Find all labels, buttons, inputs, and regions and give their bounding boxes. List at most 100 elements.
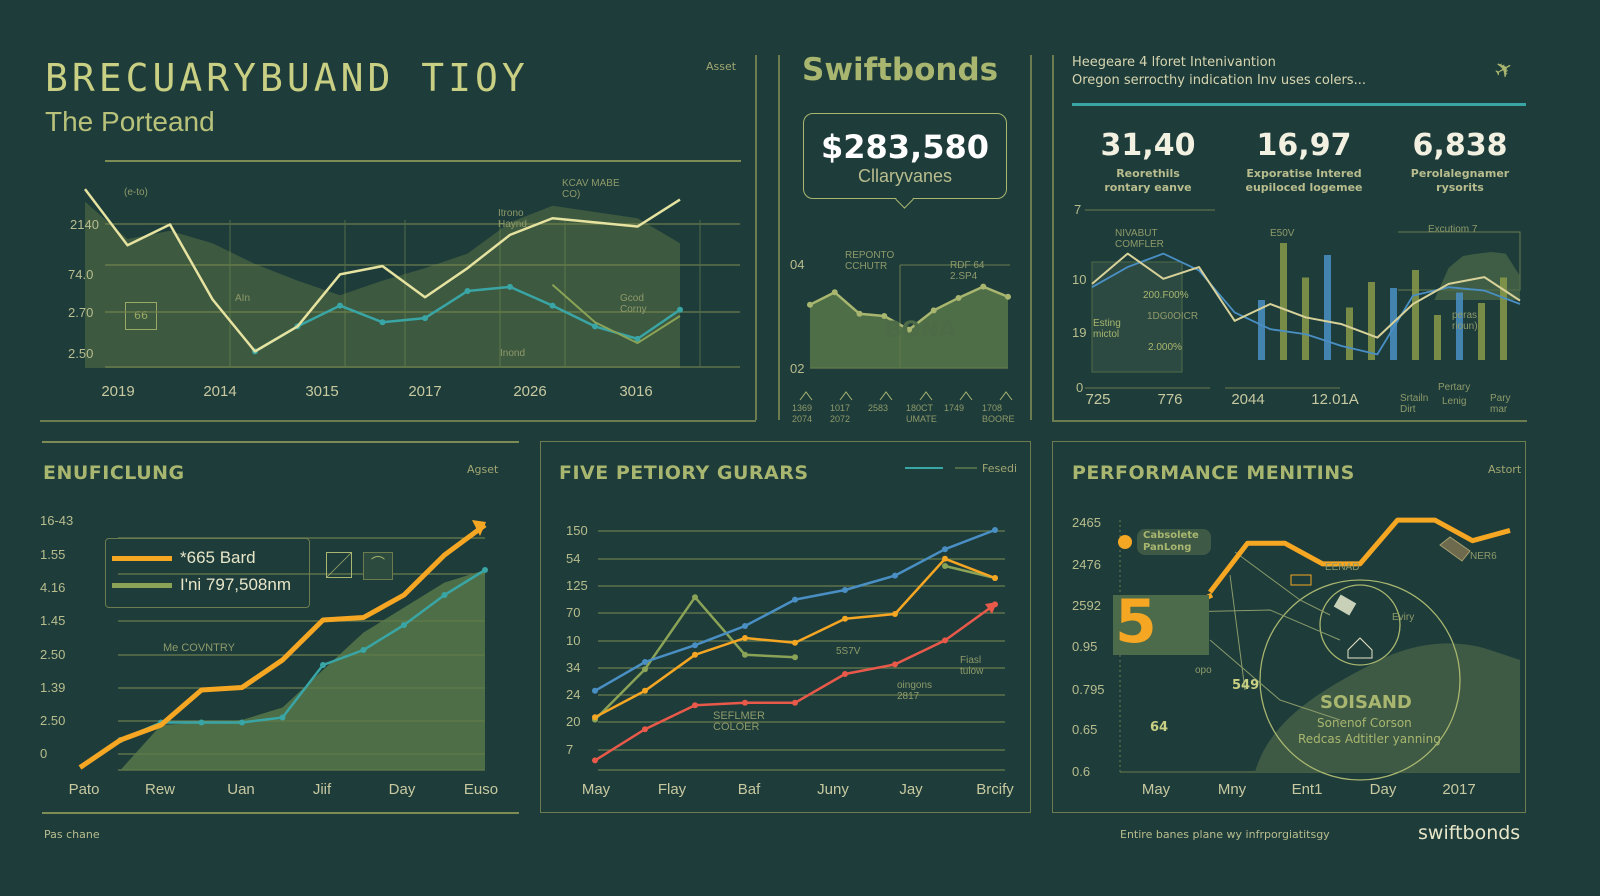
- kpi-label: Perolalegnamer rysorits: [1410, 167, 1510, 194]
- series-line-point: [742, 623, 748, 629]
- house-icon: [1347, 637, 1373, 659]
- connector-line: [1179, 609, 1341, 641]
- bar: [1280, 243, 1287, 360]
- bar: [1478, 303, 1485, 360]
- annotation: Gcod Corny: [620, 293, 647, 315]
- series-line-point: [842, 671, 848, 677]
- y-tick: 2592: [1072, 598, 1101, 613]
- series-line-point: [942, 555, 948, 562]
- annotation: 549: [1232, 678, 1260, 693]
- y-tick: 0.95: [1072, 639, 1098, 654]
- avatar: [1118, 535, 1132, 549]
- series-line-point: [677, 306, 683, 313]
- footer-left: Pas chane: [44, 828, 100, 841]
- x-tick: 1749: [944, 403, 965, 413]
- series-line-point: [856, 310, 863, 317]
- x-tick: 2019: [101, 383, 135, 400]
- x-tick: Flay: [657, 781, 687, 798]
- series-line-point: [881, 313, 888, 320]
- y-tick: 34: [566, 660, 581, 675]
- y-tick: 150: [566, 523, 588, 538]
- x-tick: 1369 2074: [792, 403, 813, 424]
- area-fill: [80, 570, 485, 770]
- y-tick: 1.39: [40, 680, 66, 695]
- y-tick: 7: [1074, 202, 1082, 217]
- teal-divider: [1072, 103, 1526, 106]
- series-line-point: [239, 719, 245, 726]
- annotation: 64: [1150, 720, 1169, 735]
- bar: [1346, 307, 1353, 360]
- panel5-title: FIVE PETIORY GURARS: [559, 462, 809, 484]
- annotation: AIn: [235, 293, 251, 304]
- series-line-point: [892, 661, 898, 668]
- series-line-point: [792, 654, 798, 661]
- bar: [1258, 300, 1265, 360]
- series-line-point: [942, 563, 948, 569]
- x-tick: 1017 2072: [830, 403, 851, 424]
- panel3-left-border: [1052, 55, 1054, 420]
- series-line-point: [906, 326, 912, 333]
- y-tick: 2140: [70, 217, 99, 232]
- annotation: peras rioun): [1452, 310, 1478, 332]
- annotation: Excutiom 7: [1428, 224, 1478, 235]
- gridline: [105, 160, 741, 162]
- panel4-corner: Agset: [467, 463, 499, 476]
- y-tick: 20: [566, 714, 581, 729]
- triangle-icon: [839, 391, 853, 401]
- y-tick: 70: [566, 605, 581, 620]
- series-line-point: [337, 302, 343, 309]
- series-line-point: [930, 307, 937, 314]
- series-line-point: [592, 714, 598, 721]
- y-tick: 2.50: [68, 346, 94, 361]
- annotation: Esting mictol: [1093, 318, 1121, 340]
- bar: [1390, 288, 1397, 360]
- y-tick: 24: [566, 687, 581, 702]
- series-line-point: [634, 335, 641, 342]
- series-line-point: [842, 587, 848, 593]
- x-tick: Brcify: [976, 781, 1014, 798]
- status-badge: Cabsolete PanLong: [1137, 529, 1211, 555]
- annotation: Eviry: [1392, 612, 1415, 623]
- y-tick: 1.55: [40, 547, 66, 562]
- expand-icon[interactable]: [326, 552, 352, 578]
- series-line-point: [792, 639, 798, 646]
- watermark: BONA: [885, 318, 956, 343]
- connector-line: [1234, 551, 1331, 616]
- footer-brand[interactable]: swiftbonds: [1418, 822, 1521, 844]
- y-tick: 2476: [1072, 557, 1101, 572]
- panel5: [540, 441, 1031, 813]
- series-line-point: [592, 323, 598, 330]
- x-tick: May: [1141, 781, 1171, 798]
- legend-item: Pary mar: [1490, 393, 1511, 415]
- x-tick: 2017: [408, 383, 442, 400]
- x-tick: 12.01A: [1311, 391, 1359, 408]
- y-tick: 2.50: [40, 647, 66, 662]
- series-line-point: [320, 662, 326, 668]
- series-line-point: [692, 642, 698, 649]
- series-line-point: [401, 622, 407, 628]
- annotation: Inond: [500, 348, 526, 359]
- y-tick: 4.16: [40, 580, 66, 595]
- bar: [1500, 277, 1507, 360]
- series-line-point: [692, 594, 698, 601]
- footer-center: Entire banes plane wy infrporgiatitsgy: [1120, 828, 1330, 841]
- panel1-title: BRECUARYBUAND TIOY: [45, 56, 529, 100]
- panel6: [1052, 441, 1526, 813]
- y-tick: 0: [40, 746, 48, 761]
- series-line-point: [592, 687, 598, 694]
- map-title: SOISAND: [1320, 692, 1412, 713]
- chart-icon[interactable]: ⌒: [363, 552, 393, 580]
- series-line-point: [422, 315, 428, 322]
- series-line-point: [549, 302, 556, 309]
- series-line: [551, 284, 681, 345]
- x-tick: 2026: [513, 383, 547, 400]
- series-line-point: [955, 294, 962, 301]
- y-tick: 2465: [1072, 515, 1101, 530]
- series-line: [84, 188, 681, 353]
- series-line-point: [441, 592, 448, 598]
- series-line-point: [942, 637, 948, 644]
